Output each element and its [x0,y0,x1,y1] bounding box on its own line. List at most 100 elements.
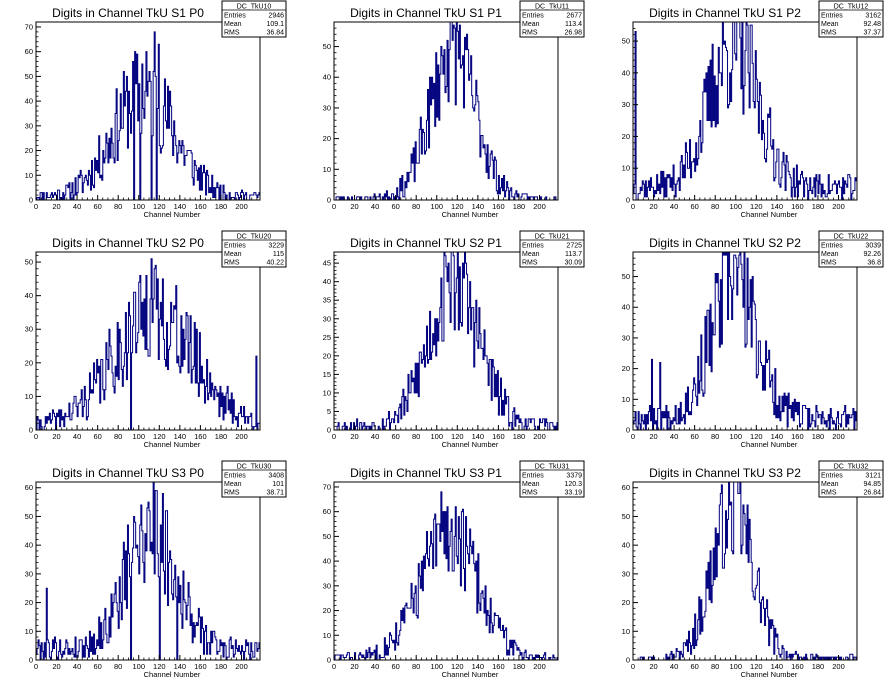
x-tick-label: 200 [832,432,845,441]
x-tick-label: 60 [391,662,399,671]
x-tick-label: 0 [332,202,336,211]
y-tick-label: 20 [323,351,331,360]
x-tick-label: 20 [350,432,358,441]
plot-frame [333,481,559,661]
x-tick-label: 100 [729,432,742,441]
x-tick-label: 160 [194,662,207,671]
x-tick-label: 0 [631,662,635,671]
x-axis-label: Channel Number [741,440,798,449]
y-tick-label: 0 [327,196,331,205]
x-tick-label: 80 [114,202,122,211]
chart-title: Digits in Channel TkU S1 P2 [649,6,801,20]
x-tick-label: 20 [52,202,60,211]
stats-name: DC_TkU32 [834,464,869,471]
y-tick-label: 20 [622,132,630,141]
x-tick-label: 0 [631,202,635,211]
y-tick-label: 0 [29,656,33,665]
plot-frame [632,251,858,431]
x-tick-label: 100 [132,432,145,441]
stats-name: DC_TkU10 [237,4,272,11]
stats-rms-value: 26.98 [564,30,582,37]
stats-mean-label: Mean [821,481,839,488]
x-tick-label: 60 [391,432,399,441]
x-tick-label: 100 [729,662,742,671]
plot-frame [35,251,261,431]
y-tick-label: 60 [25,47,33,56]
x-tick-label: 40 [371,432,379,441]
stats-box: DC_TkU30 Entries 3408 Mean 101 RMS 38.71 [221,460,287,498]
x-tick-label: 140 [771,202,784,211]
x-tick-label: 60 [690,202,698,211]
y-tick-label: 70 [323,482,331,491]
x-tick-label: 180 [215,662,228,671]
stats-box-frame [818,0,884,38]
x-tick-label: 160 [791,662,804,671]
x-tick-label: 60 [690,662,698,671]
x-tick-label: 100 [430,202,443,211]
y-tick-label: 50 [25,72,33,81]
y-tick-label: 35 [323,296,331,305]
y-tick-label: 30 [323,103,331,112]
stats-box-frame [519,0,585,38]
y-tick-label: 30 [25,121,33,130]
x-tick-label: 80 [412,202,420,211]
x-tick-label: 40 [670,662,678,671]
histogram-series-line [334,251,559,431]
x-tick-label: 120 [451,432,464,441]
y-tick-label: 0 [327,656,331,665]
x-tick-label: 140 [771,662,784,671]
y-tick-label: 10 [622,627,630,636]
y-tick-label: 0 [29,426,33,435]
x-tick-label: 60 [690,432,698,441]
x-tick-label: 100 [729,202,742,211]
x-tick-label: 200 [533,202,546,211]
x-tick-label: 140 [174,202,187,211]
stats-box-frame [221,0,287,38]
stats-mean-value: 92.48 [863,21,881,28]
plot-frame [35,481,261,661]
x-tick-label: 40 [670,432,678,441]
stats-rms-label: RMS [522,490,538,497]
histogram-series-line [36,31,261,201]
x-tick-label: 200 [832,202,845,211]
stats-entries-label: Entries [821,13,843,20]
stats-box: DC_TkU32 Entries 3121 Mean 94.85 RMS 26.84 [818,460,884,498]
stats-mean-label: Mean [522,21,540,28]
histogram-panel: Digits in Channel TkU S1 P00 20 40 60 80 100 1… [25,0,287,219]
chart-title: Digits in Channel TkU S1 P1 [350,6,502,20]
stats-name: DC_TkU11 [535,4,569,11]
y-tick-label: 10 [25,171,33,180]
x-axis-label: Channel Number [144,670,201,679]
x-tick-label: 160 [194,432,207,441]
y-tick-label: 20 [323,134,331,143]
y-tick-label: 40 [323,277,331,286]
stats-rms-value: 40.22 [266,260,284,267]
stats-box: DC_TkU22 Entries 3039 Mean 92.26 RMS 36.8 [818,230,884,268]
y-tick-label: 20 [25,598,33,607]
chart-title: Digits in Channel TkU S1 P0 [52,6,204,20]
stats-rms-value: 30.09 [564,260,582,267]
stats-entries-label: Entries [522,243,544,250]
x-tick-label: 60 [93,432,101,441]
stats-mean-value: 113.4 [565,21,582,28]
y-tick-label: 70 [25,22,33,31]
stats-box-frame [818,230,884,268]
y-tick-label: 30 [25,569,33,578]
x-axis-label: Channel Number [144,440,201,449]
histogram-panel: Digits in Channel TkU S3 P20 20 40 60 80 100 1… [622,460,884,679]
x-tick-label: 200 [533,432,546,441]
x-tick-label: 80 [114,662,122,671]
x-tick-label: 0 [34,202,38,211]
y-tick-label: 30 [622,100,630,109]
x-tick-label: 0 [332,662,336,671]
y-tick-label: 20 [622,364,630,373]
stats-mean-label: Mean [522,481,540,488]
stats-name: DC_TkU22 [834,234,869,241]
stats-box-frame [519,230,585,268]
x-tick-label: 20 [649,662,657,671]
x-tick-label: 80 [114,432,122,441]
y-tick-label: 50 [622,512,630,521]
plot-frame [35,21,261,201]
x-tick-label: 200 [235,432,248,441]
